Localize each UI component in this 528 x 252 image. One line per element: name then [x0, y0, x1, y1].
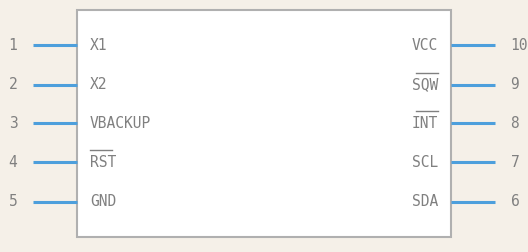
Text: SCL: SCL	[412, 154, 438, 170]
Text: 9: 9	[511, 77, 520, 92]
Text: 2: 2	[8, 77, 17, 92]
Text: INT: INT	[412, 116, 438, 131]
Text: GND: GND	[90, 194, 116, 209]
Text: 1: 1	[8, 38, 17, 53]
Text: X1: X1	[90, 38, 107, 53]
Text: VCC: VCC	[412, 38, 438, 53]
Text: X2: X2	[90, 77, 107, 92]
Text: 7: 7	[511, 154, 520, 170]
Bar	[77, 10, 451, 237]
Text: 5: 5	[8, 194, 17, 209]
Text: 6: 6	[511, 194, 520, 209]
Text: SQW: SQW	[412, 77, 438, 92]
Text: 4: 4	[8, 154, 17, 170]
Text: VBACKUP: VBACKUP	[90, 116, 151, 131]
Text: SDA: SDA	[412, 194, 438, 209]
Text: 8: 8	[511, 116, 520, 131]
Text: 10: 10	[511, 38, 528, 53]
Text: RST: RST	[90, 154, 116, 170]
Text: 3: 3	[8, 116, 17, 131]
